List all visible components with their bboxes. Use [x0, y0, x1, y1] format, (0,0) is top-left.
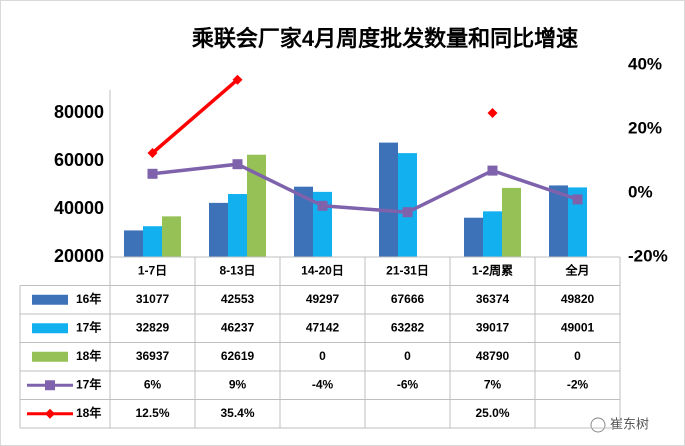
table-value: -4%: [312, 377, 334, 391]
y2-tick-label: 0%: [628, 182, 653, 201]
table-value: -2%: [567, 377, 589, 391]
legend-swatch: [32, 323, 68, 334]
legend-swatch: [32, 294, 68, 305]
bar: [209, 202, 228, 257]
bar: [294, 186, 313, 257]
table-value: 9%: [229, 377, 247, 391]
line-marker: [402, 207, 413, 218]
table-value: 7%: [484, 377, 502, 391]
bar: [228, 194, 247, 257]
table-value: 6%: [144, 377, 162, 391]
x-tick-label: 1-2周累: [472, 263, 513, 277]
table-value: 63282: [391, 320, 425, 334]
y-tick-label: 80000: [54, 102, 104, 122]
table-value: 25.0%: [475, 406, 509, 420]
line-marker: [487, 108, 498, 118]
watermark-text: 崔东树: [610, 416, 649, 431]
bar: [162, 216, 181, 257]
legend-label: 16年: [76, 291, 101, 306]
table-value: -6%: [397, 377, 419, 391]
y2-tick-label: 20%: [628, 118, 662, 137]
legend-label: 17年: [76, 376, 101, 391]
legend-marker: [45, 408, 55, 419]
x-tick-label: 14-20日: [301, 263, 344, 277]
bar: [379, 142, 398, 257]
table-value: 32829: [136, 320, 170, 334]
chart-title: 乘联会厂家4月周度批发数量和同比增速: [191, 26, 578, 51]
x-tick-label: 8-13日: [219, 263, 255, 277]
table-value: 0: [319, 349, 326, 363]
bar: [483, 211, 502, 257]
bar: [568, 187, 587, 257]
line-marker: [572, 194, 583, 205]
table-value: 67666: [391, 292, 425, 306]
bar: [247, 154, 266, 257]
y-tick-label: 60000: [54, 150, 104, 170]
table-value: 49001: [561, 320, 595, 334]
table-value: 36374: [476, 292, 510, 306]
legend-marker: [45, 380, 55, 391]
x-tick-label: 21-31日: [386, 263, 429, 277]
x-tick-label: 全月: [564, 262, 589, 277]
table-value: 0: [404, 349, 411, 363]
table-value: 39017: [476, 320, 510, 334]
line-marker: [232, 159, 243, 170]
table-value: 47142: [306, 320, 340, 334]
watermark-icon: [590, 417, 606, 433]
line-marker: [487, 165, 498, 176]
table-value: 49297: [306, 292, 340, 306]
y-tick-label: 20000: [54, 246, 104, 266]
table-value: 12.5%: [135, 406, 169, 420]
table-value: 31077: [136, 292, 170, 306]
legend-label: 18年: [76, 348, 101, 363]
line-marker: [317, 200, 328, 211]
table-value: 46237: [221, 320, 255, 334]
legend-label: 18年: [76, 405, 101, 420]
bar: [124, 230, 143, 257]
bar: [549, 185, 568, 257]
line-marker: [232, 74, 243, 85]
x-tick-label: 1-7日: [138, 263, 167, 277]
line-marker: [147, 168, 158, 179]
line-marker: [147, 148, 158, 158]
table-value: 35.4%: [220, 406, 254, 420]
bar: [464, 217, 483, 257]
table-value: 0: [574, 349, 581, 363]
y2-tick-label: -20%: [628, 246, 668, 265]
table-value: 36937: [136, 349, 170, 363]
table-value: 49820: [561, 292, 595, 306]
legend-label: 17年: [76, 319, 101, 334]
y2-tick-label: 40%: [628, 54, 662, 73]
line: [152, 162, 579, 214]
y-tick-label: 40000: [54, 198, 104, 218]
bar: [143, 226, 162, 257]
table-value: 48790: [476, 349, 510, 363]
bar: [502, 187, 521, 257]
legend-swatch: [32, 351, 68, 362]
bar: [398, 153, 417, 257]
table-value: 62619: [221, 349, 255, 363]
table-value: 42553: [221, 292, 255, 306]
